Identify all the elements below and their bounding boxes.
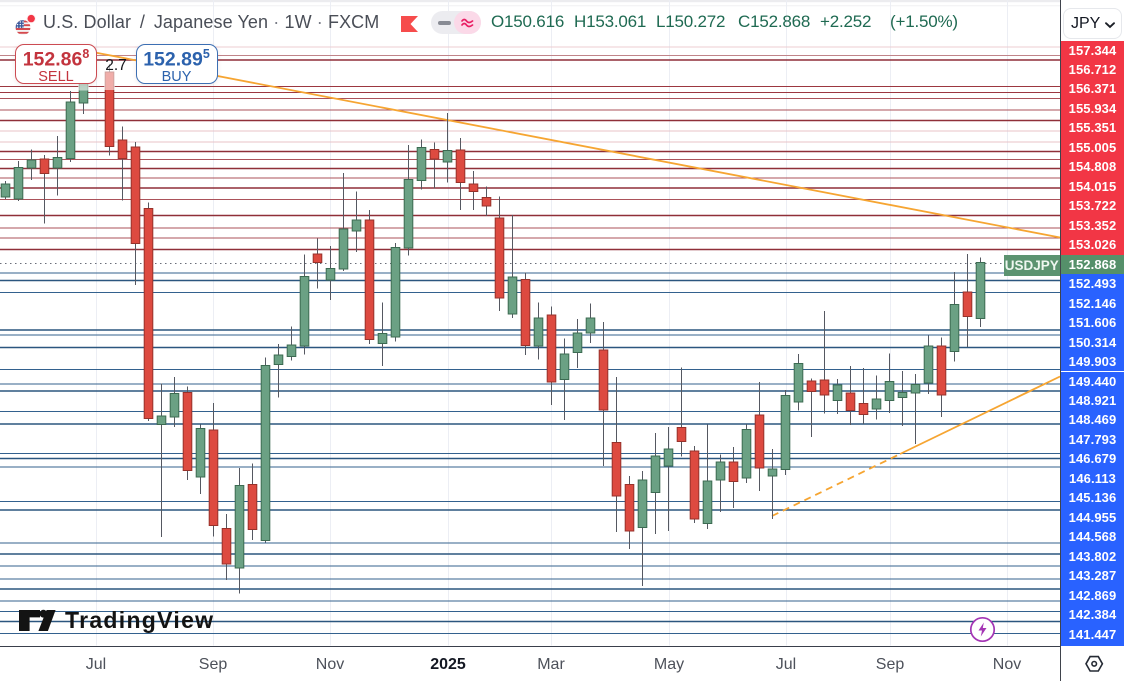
- svg-text:TradingView: TradingView: [65, 609, 214, 633]
